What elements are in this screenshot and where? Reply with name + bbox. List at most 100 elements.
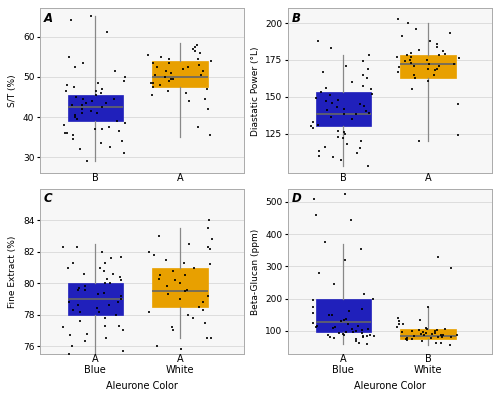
Point [358,327,366,334]
Y-axis label: S/T (%): S/T (%) [8,75,18,107]
Point [394,69,402,75]
Point [164,77,172,84]
Point [341,191,349,197]
Point [435,52,443,59]
Point [326,312,334,318]
Point [424,303,432,310]
Point [117,253,125,260]
Point [188,315,196,321]
PathPatch shape [316,92,370,126]
Point [398,33,406,40]
Point [61,130,69,136]
Point [104,359,112,365]
Point [321,144,329,150]
Point [198,307,206,313]
Point [358,71,366,78]
Point [364,65,372,72]
Point [206,261,214,268]
Point [308,310,316,316]
Point [352,338,360,344]
Point [102,315,110,321]
Point [182,90,190,96]
Point [148,80,156,86]
Point [116,277,124,283]
Point [398,329,406,335]
Point [98,140,106,146]
Point [206,335,214,342]
Point [364,52,372,59]
Point [98,126,106,132]
Point [338,157,345,163]
Point [62,130,70,136]
Point [98,104,106,110]
Point [356,145,364,152]
Point [153,63,161,70]
Point [334,133,342,140]
Point [156,272,164,279]
Point [420,332,428,338]
Point [98,249,106,255]
Point [118,327,126,334]
Point [203,335,211,342]
Point [66,332,74,338]
Point [342,315,350,322]
Point [353,150,361,156]
Point [169,327,177,334]
Point [399,321,407,328]
Point [116,296,124,302]
Point [432,41,440,47]
Point [363,74,371,81]
Point [340,130,348,137]
Point [180,272,188,279]
Point [309,303,317,310]
Point [162,283,170,290]
Point [340,316,348,323]
Point [197,71,205,78]
Point [102,280,110,286]
Point [96,265,104,271]
Y-axis label: Fine Extract (%): Fine Extract (%) [8,235,18,308]
Point [154,275,162,282]
Point [340,257,348,263]
Text: A: A [176,354,184,364]
Point [92,110,100,116]
Point [103,29,111,36]
Point [315,270,323,276]
Point [102,100,110,106]
Point [358,306,366,312]
Point [94,291,102,298]
Point [354,340,362,346]
Point [331,324,339,330]
Point [436,340,444,346]
Point [146,80,154,86]
Point [191,43,199,50]
Point [432,328,440,335]
Point [408,335,416,342]
Point [318,89,326,95]
Point [366,332,374,338]
Point [116,274,124,280]
Point [144,51,152,58]
Point [66,351,74,357]
Point [164,291,172,298]
Point [312,95,320,101]
Text: A: A [44,12,53,25]
Point [334,104,342,110]
Point [414,327,422,333]
Point [363,332,371,339]
Point [70,84,78,90]
Point [339,331,347,337]
Point [419,329,427,336]
Point [100,290,108,296]
Point [110,96,118,102]
Point [72,116,80,122]
Point [78,110,86,116]
Point [74,302,82,308]
Point [418,331,426,337]
PathPatch shape [400,329,456,340]
Point [352,336,360,343]
Point [342,63,349,69]
Point [122,120,130,126]
Point [80,286,88,293]
Point [194,41,202,48]
